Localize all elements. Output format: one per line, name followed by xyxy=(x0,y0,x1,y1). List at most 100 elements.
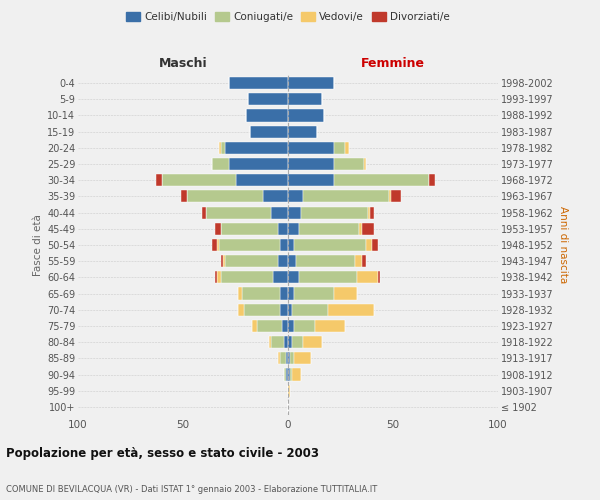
Bar xyxy=(221,222,277,235)
Bar xyxy=(181,190,187,202)
Bar xyxy=(299,272,358,283)
Bar xyxy=(187,190,263,202)
Bar xyxy=(250,126,288,138)
Bar xyxy=(361,222,374,235)
Bar xyxy=(391,190,401,202)
Bar xyxy=(288,158,334,170)
Bar xyxy=(277,352,280,364)
Bar xyxy=(238,288,242,300)
Bar xyxy=(274,272,288,283)
Bar xyxy=(290,368,292,380)
Bar xyxy=(280,304,288,316)
Bar xyxy=(334,142,344,154)
Bar xyxy=(288,77,334,89)
Bar xyxy=(271,336,284,348)
Bar xyxy=(280,352,286,364)
Bar xyxy=(221,272,274,283)
Bar xyxy=(288,222,299,235)
Bar xyxy=(303,190,389,202)
Bar xyxy=(221,142,225,154)
Bar xyxy=(235,174,288,186)
Bar xyxy=(334,288,358,300)
Bar xyxy=(212,239,217,251)
Bar xyxy=(358,272,379,283)
Bar xyxy=(288,110,324,122)
Bar xyxy=(361,255,366,268)
Bar xyxy=(225,142,288,154)
Bar xyxy=(212,158,229,170)
Bar xyxy=(248,93,288,106)
Bar xyxy=(389,190,391,202)
Bar xyxy=(238,304,244,316)
Bar xyxy=(292,336,303,348)
Bar xyxy=(162,174,235,186)
Bar xyxy=(229,158,288,170)
Text: Popolazione per età, sesso e stato civile - 2003: Popolazione per età, sesso e stato civil… xyxy=(6,448,319,460)
Bar xyxy=(221,255,223,268)
Bar xyxy=(242,288,280,300)
Bar xyxy=(288,384,290,397)
Bar xyxy=(277,255,288,268)
Bar xyxy=(253,320,257,332)
Bar xyxy=(288,320,295,332)
Bar xyxy=(370,206,374,218)
Bar xyxy=(288,368,290,380)
Bar xyxy=(288,255,296,268)
Bar xyxy=(288,190,303,202)
Bar xyxy=(269,336,271,348)
Legend: Celibi/Nubili, Coniugati/e, Vedovi/e, Divorziati/e: Celibi/Nubili, Coniugati/e, Vedovi/e, Di… xyxy=(122,8,454,26)
Bar xyxy=(368,206,370,218)
Bar xyxy=(301,206,368,218)
Bar xyxy=(288,304,292,316)
Bar xyxy=(288,288,295,300)
Bar xyxy=(155,174,162,186)
Bar xyxy=(263,190,288,202)
Bar xyxy=(225,255,277,268)
Bar xyxy=(277,222,288,235)
Bar xyxy=(328,304,374,316)
Bar xyxy=(295,320,316,332)
Bar xyxy=(288,336,292,348)
Bar xyxy=(284,368,286,380)
Bar xyxy=(288,93,322,106)
Bar xyxy=(299,222,359,235)
Bar xyxy=(366,239,372,251)
Y-axis label: Anni di nascita: Anni di nascita xyxy=(558,206,568,284)
Bar xyxy=(359,222,362,235)
Bar xyxy=(218,142,221,154)
Bar xyxy=(286,368,288,380)
Bar xyxy=(286,352,288,364)
Bar xyxy=(288,142,334,154)
Bar xyxy=(355,255,362,268)
Text: COMUNE DI BEVILACQUA (VR) - Dati ISTAT 1° gennaio 2003 - Elaborazione TUTTITALIA: COMUNE DI BEVILACQUA (VR) - Dati ISTAT 1… xyxy=(6,486,377,494)
Bar xyxy=(271,206,288,218)
Bar xyxy=(284,336,288,348)
Bar xyxy=(244,304,280,316)
Bar xyxy=(223,255,225,268)
Bar xyxy=(372,239,379,251)
Bar xyxy=(202,206,206,218)
Bar xyxy=(288,206,301,218)
Bar xyxy=(217,272,221,283)
Bar xyxy=(219,239,280,251)
Bar xyxy=(429,174,435,186)
Bar xyxy=(334,158,364,170)
Bar xyxy=(292,368,301,380)
Bar xyxy=(229,77,288,89)
Text: Femmine: Femmine xyxy=(361,57,425,70)
Bar xyxy=(295,239,366,251)
Bar xyxy=(345,142,349,154)
Bar xyxy=(379,272,380,283)
Bar xyxy=(288,352,290,364)
Bar xyxy=(206,206,271,218)
Bar xyxy=(303,336,322,348)
Bar xyxy=(282,320,288,332)
Bar xyxy=(288,239,295,251)
Bar xyxy=(290,352,295,364)
Bar xyxy=(215,222,221,235)
Y-axis label: Fasce di età: Fasce di età xyxy=(32,214,43,276)
Bar xyxy=(217,239,218,251)
Bar xyxy=(288,272,299,283)
Bar xyxy=(296,255,355,268)
Bar xyxy=(364,158,366,170)
